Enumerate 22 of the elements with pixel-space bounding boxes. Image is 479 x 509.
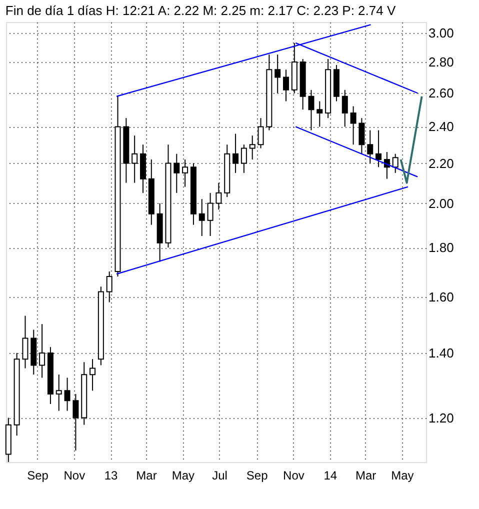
y-tick-label: 2.20 [428,156,454,171]
y-tick-label: 3.00 [428,26,454,41]
y-tick-label: 2.00 [428,196,454,211]
x-tick-label: 14 [324,468,338,482]
x-tick-label: Nov [283,468,304,482]
y-tick-label: 2.40 [428,119,454,134]
y-tick-label: 1.80 [428,240,454,256]
x-tick-label: May [391,468,414,482]
y-tick-label: 2.80 [428,54,454,70]
x-tick-label: Sep [246,468,268,482]
y-tick-label: 1.20 [428,410,454,426]
x-tick-label: Jul [212,468,228,482]
x-tick-label: 13 [104,468,118,482]
x-tick-label: Mar [136,468,157,482]
y-tick-label: 2.60 [428,86,454,101]
x-tick-label: Nov [64,468,86,482]
chart-title: Fin de día 1 días H: 12:21 A: 2.22 M: 2.25 m: 2.17 C: 2.23 P: 2.74 V [5,3,396,18]
x-tick-label: Sep [27,468,49,482]
y-tick-label: 1.60 [428,289,454,304]
x-tick-label: Mar [355,468,376,482]
x-tick-label: May [172,468,194,482]
y-tick-label: 1.40 [428,346,454,361]
